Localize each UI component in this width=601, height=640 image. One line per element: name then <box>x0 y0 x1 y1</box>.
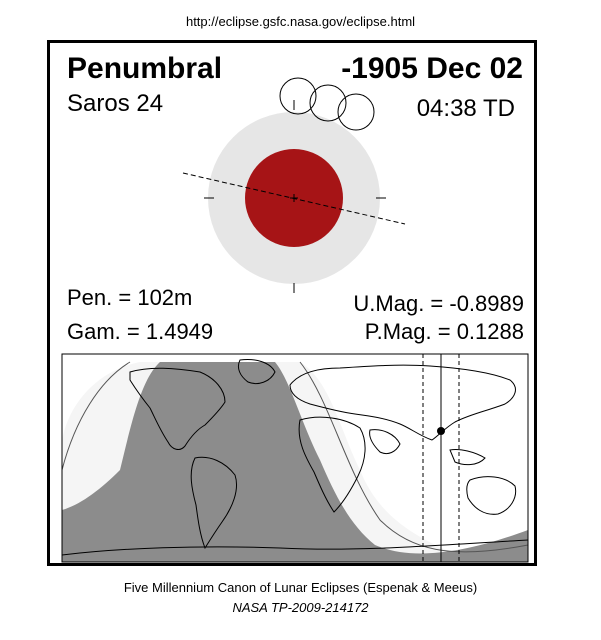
footer-publication-id: NASA TP-2009-214172 <box>232 600 369 615</box>
south-asia-outline <box>369 429 401 455</box>
map-border <box>61 353 529 563</box>
sub-lunar-point <box>437 427 445 435</box>
southeast-asia-outline <box>449 449 486 466</box>
eclipse-date: -1905 Dec 02 <box>341 52 523 85</box>
gamma-value: Gam. = 1.4949 <box>67 319 214 344</box>
eclipse-panel-frame <box>47 40 537 566</box>
greenland-outline <box>237 359 276 385</box>
moon-position-last <box>337 93 375 131</box>
penumbra-contact-curve-left <box>62 361 131 471</box>
penumbral-duration: Pen. = 102m <box>67 285 193 310</box>
moon-position-mid <box>309 84 347 122</box>
penumbral-magnitude: P.Mag. = 0.1288 <box>364 319 524 344</box>
source-url: http://eclipse.gsfc.nasa.gov/eclipse.htm… <box>185 14 416 29</box>
eclipse-type: Penumbral <box>67 52 223 85</box>
moon-position-first <box>279 77 317 115</box>
north-america-outline <box>129 367 226 450</box>
africa-outline <box>298 416 366 513</box>
umbral-magnitude: U.Mag. = -0.8989 <box>353 291 524 316</box>
australia-outline <box>466 476 517 515</box>
eurasia-outline <box>289 364 516 441</box>
eclipse-time: 04:38 TD <box>416 95 515 122</box>
saros-number: Saros 24 <box>67 90 164 117</box>
eclipse-visibility-region <box>62 362 528 562</box>
south-america-outline <box>190 456 237 550</box>
moon-path-line <box>182 172 406 225</box>
footer-canon-credit: Five Millennium Canon of Lunar Eclipses … <box>123 580 478 595</box>
antarctica-outline <box>62 539 528 556</box>
penumbra-contact-curve-right <box>299 361 528 553</box>
